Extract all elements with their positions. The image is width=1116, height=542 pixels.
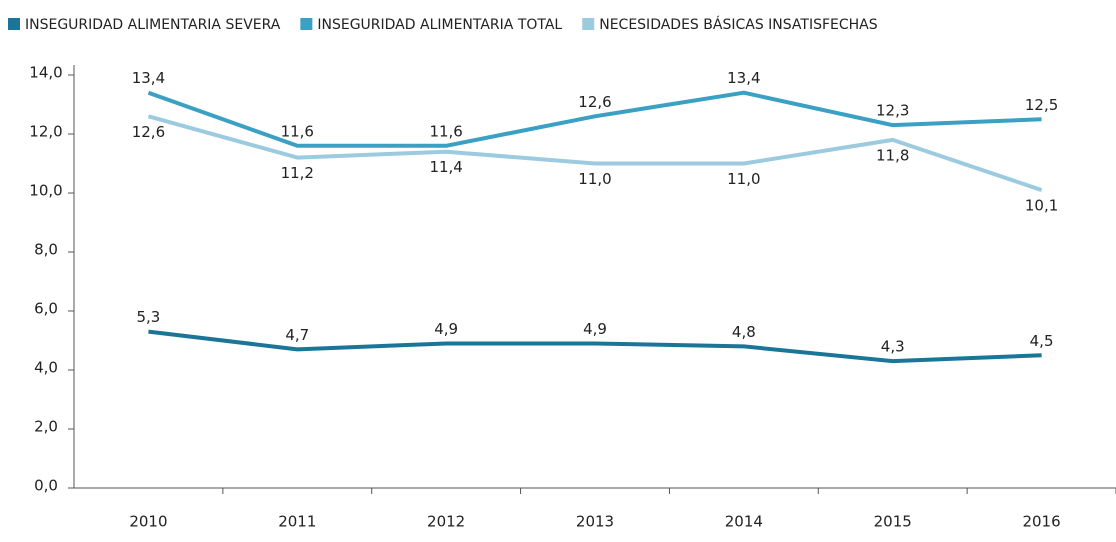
data-label: 13,4 bbox=[727, 69, 760, 87]
data-label: 11,8 bbox=[876, 146, 909, 164]
legend-swatch bbox=[8, 18, 20, 30]
data-label: 13,4 bbox=[132, 69, 165, 87]
data-label: 11,0 bbox=[578, 170, 611, 188]
x-tick-label: 2016 bbox=[1022, 513, 1060, 531]
x-tick-label: 2011 bbox=[278, 513, 316, 531]
data-label: 10,1 bbox=[1025, 197, 1058, 215]
data-label: 11,6 bbox=[281, 122, 314, 140]
data-label: 4,3 bbox=[881, 338, 905, 356]
data-label: 4,5 bbox=[1030, 332, 1054, 350]
data-label: 4,9 bbox=[434, 320, 458, 338]
y-tick-label: 6,0 bbox=[34, 300, 58, 318]
legend-swatch bbox=[582, 18, 595, 30]
y-tick-label: 10,0 bbox=[29, 182, 62, 200]
y-tick-label: 12,0 bbox=[29, 123, 62, 141]
data-label: 12,6 bbox=[578, 93, 611, 111]
data-label: 4,8 bbox=[732, 323, 756, 341]
series-line bbox=[147, 114, 1043, 192]
y-tick-label: 4,0 bbox=[34, 359, 58, 377]
series-line bbox=[148, 329, 1042, 364]
y-tick-label: 8,0 bbox=[34, 241, 58, 259]
data-label: 11,2 bbox=[281, 164, 314, 182]
data-label: 11,6 bbox=[429, 122, 462, 140]
y-tick-label: 14,0 bbox=[29, 64, 62, 82]
data-label: 4,9 bbox=[583, 320, 607, 338]
data-label: 12,5 bbox=[1025, 96, 1058, 114]
legend-label: INSEGURIDAD ALIMENTARIA TOTAL bbox=[317, 17, 562, 33]
data-label: 12,6 bbox=[132, 123, 165, 141]
y-tick-label: 0,0 bbox=[34, 477, 58, 495]
x-tick-label: 2012 bbox=[427, 513, 465, 531]
legend-label: INSEGURIDAD ALIMENTARIA SEVERA bbox=[25, 17, 281, 33]
data-label: 11,4 bbox=[429, 158, 462, 176]
data-label: 4,7 bbox=[285, 326, 309, 344]
data-label: 12,3 bbox=[876, 102, 909, 120]
series-line bbox=[147, 90, 1042, 148]
x-tick-label: 2015 bbox=[874, 513, 912, 531]
legend-label: NECESIDADES BÁSICAS INSATISFECHAS bbox=[599, 16, 878, 33]
data-label: 11,0 bbox=[727, 170, 760, 188]
x-tick-label: 2013 bbox=[576, 513, 614, 531]
x-tick-label: 2014 bbox=[725, 513, 763, 531]
x-tick-label: 2010 bbox=[129, 513, 167, 531]
data-label: 5,3 bbox=[136, 308, 160, 326]
legend-swatch bbox=[300, 18, 313, 30]
y-tick-label: 2,0 bbox=[34, 418, 58, 436]
